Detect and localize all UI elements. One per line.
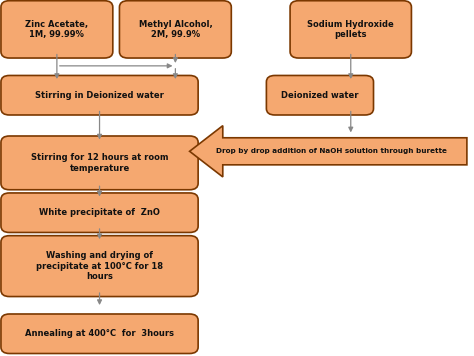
FancyBboxPatch shape: [1, 136, 198, 190]
FancyBboxPatch shape: [1, 1, 113, 58]
FancyBboxPatch shape: [1, 193, 198, 232]
FancyBboxPatch shape: [266, 75, 374, 115]
FancyBboxPatch shape: [1, 75, 198, 115]
FancyBboxPatch shape: [119, 1, 231, 58]
FancyBboxPatch shape: [1, 314, 198, 354]
FancyBboxPatch shape: [290, 1, 411, 58]
Text: Methyl Alcohol,
2M, 99.9%: Methyl Alcohol, 2M, 99.9%: [138, 20, 212, 39]
Text: Zinc Acetate,
1M, 99.99%: Zinc Acetate, 1M, 99.99%: [25, 20, 89, 39]
Text: Sodium Hydroxide
pellets: Sodium Hydroxide pellets: [307, 20, 394, 39]
Text: Annealing at 400°C  for  3hours: Annealing at 400°C for 3hours: [25, 329, 174, 338]
Text: Stirring for 12 hours at room
temperature: Stirring for 12 hours at room temperatur…: [31, 153, 168, 173]
Text: Deionized water: Deionized water: [281, 91, 359, 100]
FancyBboxPatch shape: [1, 236, 198, 297]
Text: Washing and drying of
precipitate at 100°C for 18
hours: Washing and drying of precipitate at 100…: [36, 251, 163, 281]
Text: Drop by drop addition of NaOH solution through burette: Drop by drop addition of NaOH solution t…: [216, 148, 447, 154]
Polygon shape: [190, 126, 467, 177]
Text: White precipitate of  ZnO: White precipitate of ZnO: [39, 208, 160, 217]
Text: Stirring in Deionized water: Stirring in Deionized water: [35, 91, 164, 100]
